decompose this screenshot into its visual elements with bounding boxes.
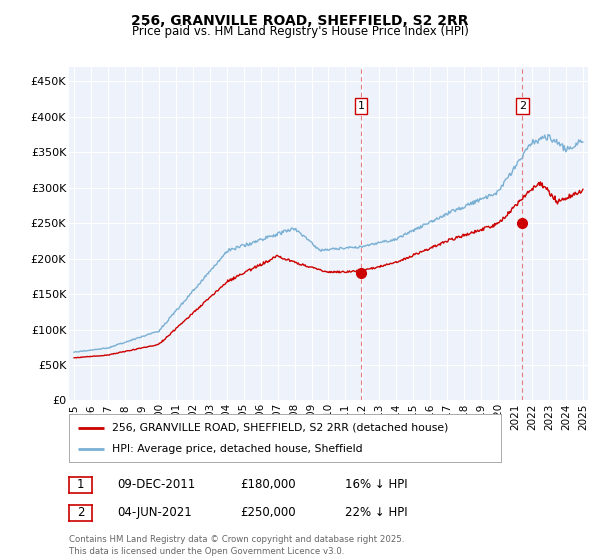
Text: Price paid vs. HM Land Registry's House Price Index (HPI): Price paid vs. HM Land Registry's House … [131, 25, 469, 38]
Text: £180,000: £180,000 [240, 478, 296, 491]
Text: 2: 2 [77, 506, 84, 520]
Text: 2: 2 [518, 101, 526, 111]
Text: 256, GRANVILLE ROAD, SHEFFIELD, S2 2RR (detached house): 256, GRANVILLE ROAD, SHEFFIELD, S2 2RR (… [112, 423, 449, 433]
Text: 1: 1 [358, 101, 365, 111]
Text: 256, GRANVILLE ROAD, SHEFFIELD, S2 2RR: 256, GRANVILLE ROAD, SHEFFIELD, S2 2RR [131, 14, 469, 28]
Text: 1: 1 [77, 478, 84, 492]
Text: 16% ↓ HPI: 16% ↓ HPI [345, 478, 407, 491]
Text: 04-JUN-2021: 04-JUN-2021 [117, 506, 192, 519]
Text: 22% ↓ HPI: 22% ↓ HPI [345, 506, 407, 519]
Text: £250,000: £250,000 [240, 506, 296, 519]
Text: HPI: Average price, detached house, Sheffield: HPI: Average price, detached house, Shef… [112, 444, 363, 454]
Text: 09-DEC-2011: 09-DEC-2011 [117, 478, 195, 491]
Text: Contains HM Land Registry data © Crown copyright and database right 2025.
This d: Contains HM Land Registry data © Crown c… [69, 535, 404, 556]
